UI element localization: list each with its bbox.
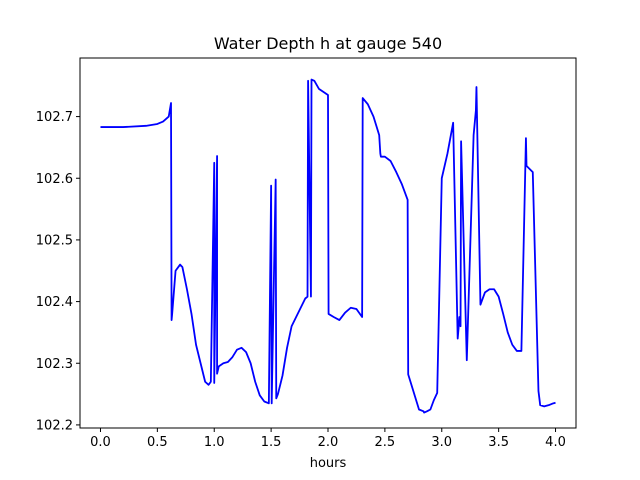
- y-axis-ticks: 102.2 102.3 102.4 102.5 102.6 102.7: [36, 110, 80, 433]
- x-tick-label: 3.0: [431, 435, 452, 450]
- x-tick-label: 1.0: [204, 435, 225, 450]
- x-tick-label: 4.0: [545, 435, 566, 450]
- y-tick-label: 102.2: [36, 418, 73, 433]
- plot-frame: [79, 57, 577, 429]
- x-tick-label: 3.5: [488, 435, 509, 450]
- y-tick-label: 102.3: [36, 357, 73, 372]
- chart-title: Water Depth h at gauge 540: [214, 34, 442, 53]
- x-tick-label: 2.0: [318, 435, 339, 450]
- y-tick-label: 102.7: [36, 110, 73, 125]
- y-tick-label: 102.4: [36, 295, 73, 310]
- x-tick-label: 2.5: [375, 435, 396, 450]
- x-axis-ticks: 0.0 0.5 1.0 1.5 2.0 2.5 3.0 3.5 4.0: [90, 428, 566, 450]
- x-tick-label: 0.0: [90, 435, 111, 450]
- x-tick-label: 0.5: [147, 435, 168, 450]
- y-tick-label: 102.6: [36, 172, 73, 187]
- plot-area: [100, 78, 556, 414]
- x-axis-label: hours: [310, 456, 347, 471]
- series-line-0: [100, 78, 556, 414]
- x-tick-label: 1.5: [261, 435, 282, 450]
- y-tick-label: 102.5: [36, 233, 73, 248]
